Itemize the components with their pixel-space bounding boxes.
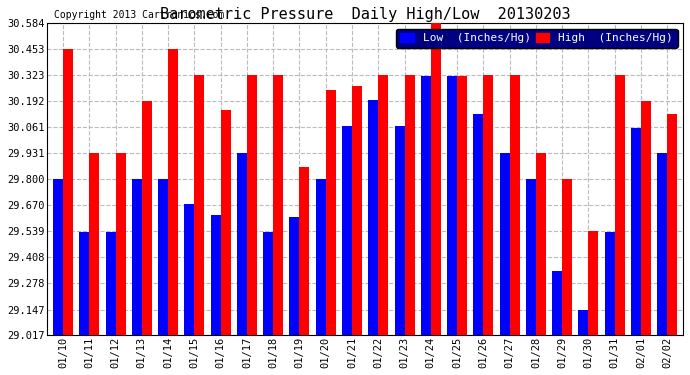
Bar: [263, 232, 273, 335]
Bar: [237, 153, 247, 335]
Bar: [299, 167, 309, 335]
Bar: [510, 75, 520, 335]
Bar: [615, 75, 624, 335]
Bar: [378, 75, 388, 335]
Bar: [667, 114, 678, 335]
Bar: [115, 153, 126, 335]
Bar: [210, 215, 221, 335]
Bar: [132, 179, 142, 335]
Bar: [352, 86, 362, 335]
Bar: [484, 75, 493, 335]
Bar: [342, 126, 352, 335]
Bar: [53, 179, 63, 335]
Bar: [578, 309, 589, 335]
Bar: [316, 179, 326, 335]
Bar: [106, 232, 115, 335]
Bar: [142, 101, 152, 335]
Bar: [589, 231, 598, 335]
Bar: [168, 49, 178, 335]
Legend: Low  (Inches/Hg), High  (Inches/Hg): Low (Inches/Hg), High (Inches/Hg): [396, 28, 678, 48]
Bar: [536, 153, 546, 335]
Title: Barometric Pressure  Daily High/Low  20130203: Barometric Pressure Daily High/Low 20130…: [160, 7, 571, 22]
Bar: [290, 217, 299, 335]
Bar: [562, 179, 572, 335]
Bar: [368, 100, 378, 335]
Bar: [641, 101, 651, 335]
Bar: [473, 114, 484, 335]
Text: Copyright 2013 Cartronics.com: Copyright 2013 Cartronics.com: [54, 10, 224, 20]
Bar: [247, 75, 257, 335]
Bar: [395, 126, 404, 335]
Bar: [326, 90, 336, 335]
Bar: [273, 75, 283, 335]
Bar: [195, 75, 204, 335]
Bar: [63, 49, 73, 335]
Bar: [221, 110, 230, 335]
Bar: [184, 204, 195, 335]
Bar: [431, 23, 441, 335]
Bar: [631, 128, 641, 335]
Bar: [89, 153, 99, 335]
Bar: [457, 76, 467, 335]
Bar: [158, 179, 168, 335]
Bar: [658, 153, 667, 335]
Bar: [404, 75, 415, 335]
Bar: [79, 232, 89, 335]
Bar: [526, 179, 536, 335]
Bar: [552, 271, 562, 335]
Bar: [447, 76, 457, 335]
Bar: [500, 153, 510, 335]
Bar: [604, 232, 615, 335]
Bar: [421, 76, 431, 335]
